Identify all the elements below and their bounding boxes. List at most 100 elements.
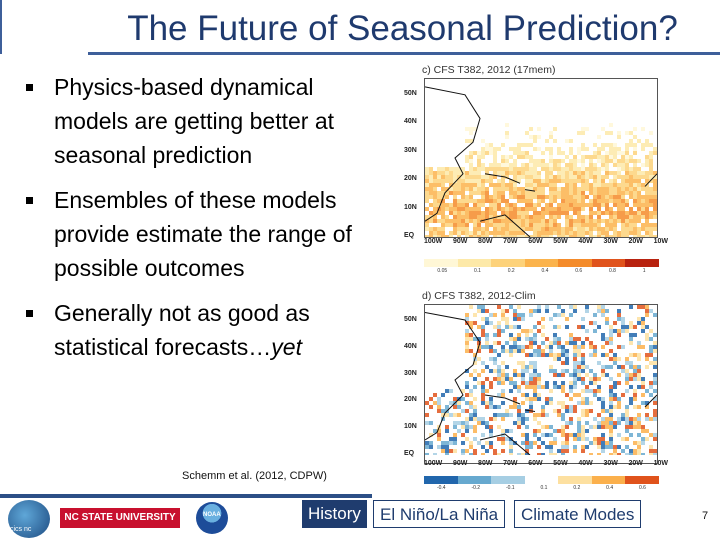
map-cell [513, 219, 517, 223]
panel-d-title: d) CFS T382, 2012-Clim [422, 290, 536, 302]
map-cell [625, 325, 629, 329]
map-cell [545, 175, 549, 179]
map-cell [641, 195, 645, 199]
map-cell [429, 191, 433, 195]
map-cell [505, 207, 509, 211]
map-cell [601, 353, 605, 357]
map-cell [437, 235, 441, 237]
map-cell [429, 433, 433, 437]
map-cell [513, 405, 517, 409]
map-cell [493, 313, 497, 317]
map-cell [637, 191, 641, 195]
map-cell [465, 393, 469, 397]
map-cell [501, 449, 505, 453]
map-cell [609, 207, 613, 211]
map-cell [501, 195, 505, 199]
map-cell [533, 393, 537, 397]
map-cell [517, 313, 521, 317]
map-cell [457, 405, 461, 409]
map-cell [581, 389, 585, 393]
map-cell [541, 349, 545, 353]
map-cell [529, 175, 533, 179]
map-cell [565, 369, 569, 373]
map-cell [597, 441, 601, 445]
nav-history-button[interactable]: History [302, 500, 367, 528]
map-cell [493, 203, 497, 207]
map-cell [525, 445, 529, 449]
map-cell [477, 215, 481, 219]
map-cell [545, 433, 549, 437]
map-cell [505, 183, 509, 187]
map-cell [469, 219, 473, 223]
map-cell [541, 151, 545, 155]
map-cell [437, 433, 441, 437]
map-cell [497, 325, 501, 329]
map-cell [637, 413, 641, 417]
map-cell [597, 183, 601, 187]
map-cell [477, 235, 481, 237]
x-tick-label: 20W [628, 460, 643, 467]
map-cell [589, 215, 593, 219]
nav-climate-modes-button[interactable]: Climate Modes [514, 500, 642, 528]
map-cell [629, 361, 633, 365]
map-cell [585, 421, 589, 425]
x-tick-label: 70W [503, 460, 518, 467]
nav-enso-button[interactable]: El Niño/La Niña [373, 500, 506, 528]
map-cell [565, 231, 569, 235]
map-cell [621, 413, 625, 417]
map-cell [453, 203, 457, 207]
map-cell [633, 143, 637, 147]
map-cell [477, 155, 481, 159]
map-cell [485, 211, 489, 215]
map-cell [633, 159, 637, 163]
map-cell [521, 167, 525, 171]
map-cell [593, 175, 597, 179]
map-cell [573, 235, 577, 237]
map-cell [585, 329, 589, 333]
map-cell [641, 317, 645, 321]
map-cell [477, 175, 481, 179]
map-cell [645, 139, 649, 143]
map-cell [609, 385, 613, 389]
map-cell [497, 425, 501, 429]
colorbar-label: 0.6 [575, 268, 583, 274]
map-cell [521, 191, 525, 195]
map-cell [589, 227, 593, 231]
map-cell [473, 211, 477, 215]
map-cell [617, 345, 621, 349]
map-cell [633, 441, 637, 445]
map-cell [469, 195, 473, 199]
map-cell [513, 227, 517, 231]
map-cell [489, 357, 493, 361]
map-cell [541, 159, 545, 163]
map-cell [481, 147, 485, 151]
map-cell [533, 231, 537, 235]
map-cell [597, 147, 601, 151]
map-cell [641, 199, 645, 203]
map-cell [529, 135, 533, 139]
map-cell [609, 131, 613, 135]
map-cell [509, 235, 513, 237]
map-cell [565, 325, 569, 329]
map-cell [461, 215, 465, 219]
map-cell [629, 401, 633, 405]
map-cell [649, 349, 653, 353]
map-cell [569, 381, 573, 385]
map-cell [445, 453, 449, 457]
map-cell [545, 163, 549, 167]
map-cell [501, 433, 505, 437]
map-cell [509, 413, 513, 417]
panel-c-title: c) CFS T382, 2012 (17mem) [422, 64, 556, 76]
map-cell [593, 179, 597, 183]
map-cell [433, 183, 437, 187]
map-cell [481, 389, 485, 393]
map-cell [481, 183, 485, 187]
map-cell [573, 365, 577, 369]
map-cell [601, 441, 605, 445]
map-cell [561, 349, 565, 353]
map-cell [617, 421, 621, 425]
map-cell [581, 195, 585, 199]
map-cell [489, 203, 493, 207]
map-cell [533, 139, 537, 143]
map-cell [521, 317, 525, 321]
